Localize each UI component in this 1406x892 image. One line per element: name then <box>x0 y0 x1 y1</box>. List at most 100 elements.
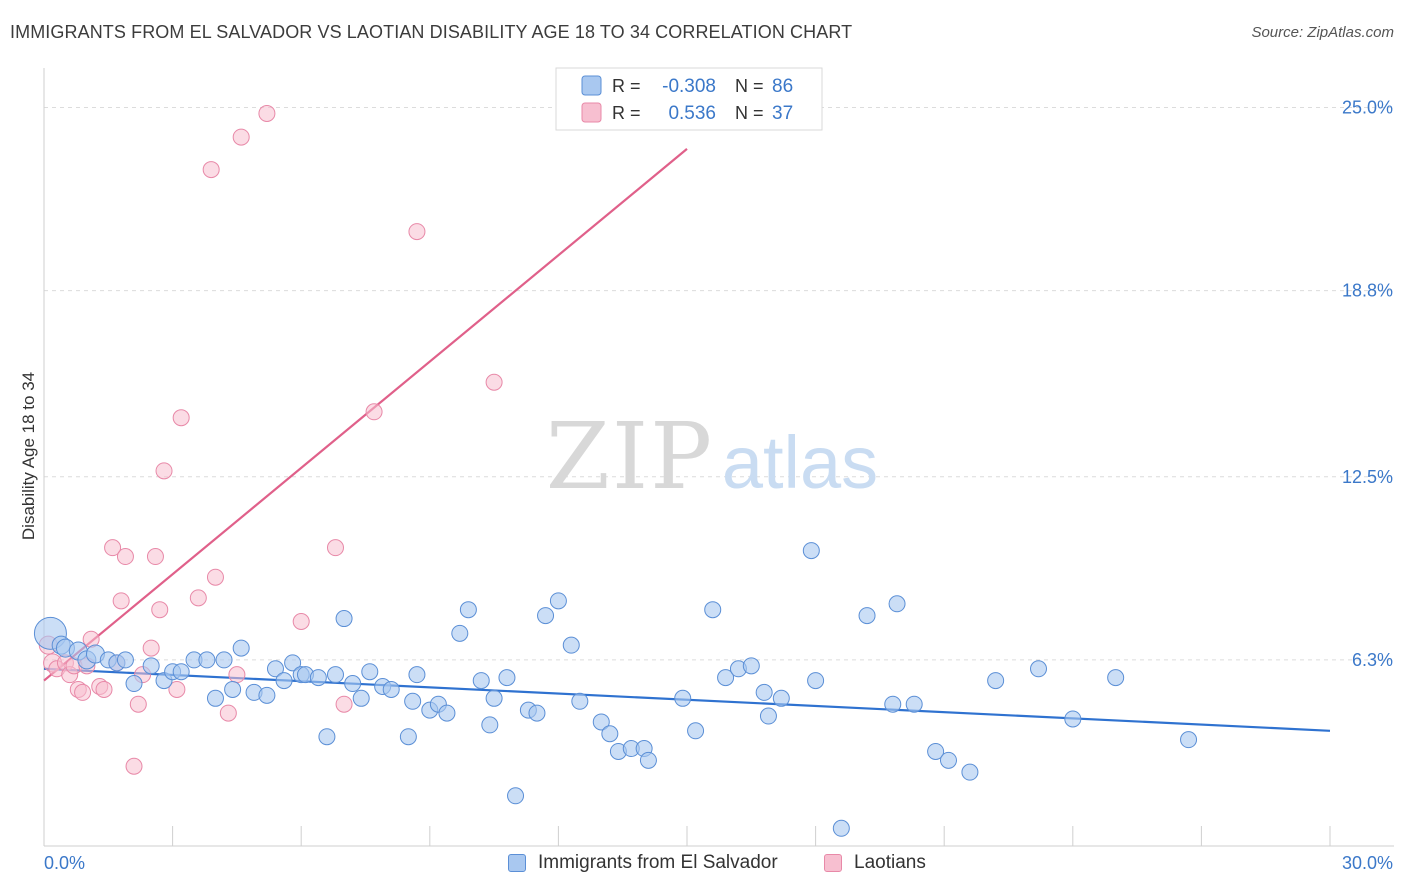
point-laotians-14 <box>112 592 130 610</box>
point-el-salvador-64 <box>717 669 735 687</box>
point-laotians-28 <box>219 704 237 722</box>
stats-r-label-2: R = <box>612 103 641 123</box>
point-el-salvador-71 <box>807 672 825 690</box>
point-laotians-22 <box>155 462 173 480</box>
point-el-salvador-24 <box>284 654 302 672</box>
point-el-salvador-15 <box>198 651 216 669</box>
point-el-salvador-50 <box>528 704 546 722</box>
point-laotians-7 <box>74 683 92 701</box>
point-el-salvador-28 <box>318 728 336 746</box>
source-label: Source: ZipAtlas.com <box>1251 24 1394 41</box>
point-el-salvador-80 <box>987 672 1005 690</box>
point-laotians-29 <box>228 666 246 684</box>
point-el-salvador-52 <box>549 592 567 610</box>
point-el-salvador-29 <box>326 666 344 684</box>
point-el-salvador-76 <box>905 695 923 713</box>
point-el-salvador-83 <box>1107 669 1125 687</box>
point-el-salvador-84 <box>1180 731 1198 749</box>
point-el-salvador-19 <box>232 639 250 657</box>
point-el-salvador-21 <box>258 686 276 704</box>
point-el-salvador-62 <box>687 722 705 740</box>
x-tick-label-min: 0.0% <box>44 853 85 873</box>
point-laotians-25 <box>189 589 207 607</box>
y-tick-label-3: 25.0% <box>1342 98 1393 118</box>
point-el-salvador-72 <box>832 819 850 837</box>
point-el-salvador-37 <box>404 692 422 710</box>
point-el-salvador-35 <box>382 680 400 698</box>
point-el-salvador-13 <box>172 663 190 681</box>
y-tick-labels: 6.3% 12.5% 18.8% 25.0% <box>1342 98 1393 670</box>
point-laotians-21 <box>151 601 169 619</box>
y-tick-label-2: 18.8% <box>1342 281 1393 301</box>
point-el-salvador-74 <box>884 695 902 713</box>
point-el-salvador-32 <box>352 689 370 707</box>
point-el-salvador-60 <box>639 751 657 769</box>
axes <box>43 68 1394 847</box>
stats-r-value-2: 0.536 <box>668 103 716 124</box>
y-axis-label: Disability Age 18 to 34 <box>19 372 38 540</box>
stats-r-value-1: -0.308 <box>662 76 716 97</box>
point-laotians-15 <box>116 548 134 566</box>
point-el-salvador-17 <box>215 651 233 669</box>
point-el-salvador-46 <box>485 689 503 707</box>
legend-item-el-salvador[interactable]: Immigrants from El Salvador <box>508 852 778 874</box>
legend-swatch-pink <box>824 854 842 872</box>
point-laotians-27 <box>206 568 224 586</box>
point-el-salvador-43 <box>459 601 477 619</box>
y-tick-label-0: 6.3% <box>1352 650 1393 670</box>
legend-item-laotians[interactable]: Laotians <box>824 852 926 874</box>
point-el-salvador-75 <box>888 595 906 613</box>
point-el-salvador-70 <box>802 542 820 560</box>
point-el-salvador-10 <box>142 657 160 675</box>
point-laotians-32 <box>292 613 310 631</box>
point-el-salvador-66 <box>742 657 760 675</box>
point-laotians-20 <box>146 548 164 566</box>
point-laotians-33 <box>326 539 344 557</box>
point-el-salvador-45 <box>481 716 499 734</box>
point-el-salvador-23 <box>275 672 293 690</box>
point-el-salvador-31 <box>344 675 362 693</box>
point-el-salvador-68 <box>759 707 777 725</box>
point-el-salvador-44 <box>472 672 490 690</box>
point-el-salvador-61 <box>674 689 692 707</box>
watermark-atlas: atlas <box>722 421 878 504</box>
point-laotians-16 <box>125 757 143 775</box>
stats-n-value-2: 37 <box>772 103 793 124</box>
stats-n-label-2: N = <box>735 103 764 123</box>
point-el-salvador-53 <box>562 636 580 654</box>
point-laotians-23 <box>168 680 186 698</box>
point-laotians-37 <box>485 373 503 391</box>
stats-n-value-1: 86 <box>772 76 793 97</box>
point-el-salvador-18 <box>224 680 242 698</box>
point-el-salvador-69 <box>772 689 790 707</box>
point-laotians-31 <box>258 104 276 122</box>
chart-title: IMMIGRANTS FROM EL SALVADOR VS LAOTIAN D… <box>10 22 853 42</box>
el-salvador-points <box>33 542 1198 837</box>
watermark: ZIP atlas <box>546 403 878 510</box>
point-el-salvador-8 <box>116 651 134 669</box>
stats-legend-swatch-pink <box>581 102 602 123</box>
point-el-salvador-54 <box>571 692 589 710</box>
point-el-salvador-51 <box>537 607 555 625</box>
point-el-salvador-81 <box>1030 660 1048 678</box>
point-el-salvador-78 <box>939 751 957 769</box>
trend-line-laotians <box>43 148 688 682</box>
point-laotians-17 <box>129 695 147 713</box>
point-el-salvador-38 <box>408 666 426 684</box>
point-el-salvador-22 <box>266 660 284 678</box>
point-el-salvador-16 <box>206 689 224 707</box>
point-el-salvador-36 <box>399 728 417 746</box>
point-el-salvador-33 <box>361 663 379 681</box>
legend-label-laotians: Laotians <box>854 852 926 873</box>
point-el-salvador-67 <box>755 683 773 701</box>
stats-legend: R = -0.308 N = 86 R = 0.536 N = 37 <box>555 67 823 131</box>
point-el-salvador-63 <box>704 601 722 619</box>
point-laotians-12 <box>104 539 122 557</box>
y-tick-label-1: 12.5% <box>1342 467 1393 487</box>
bottom-legend: Immigrants from El Salvador Laotians <box>0 852 1406 878</box>
point-el-salvador-9 <box>125 675 143 693</box>
point-laotians-24 <box>172 409 190 427</box>
point-el-salvador-55 <box>592 713 610 731</box>
point-laotians-19 <box>142 639 160 657</box>
